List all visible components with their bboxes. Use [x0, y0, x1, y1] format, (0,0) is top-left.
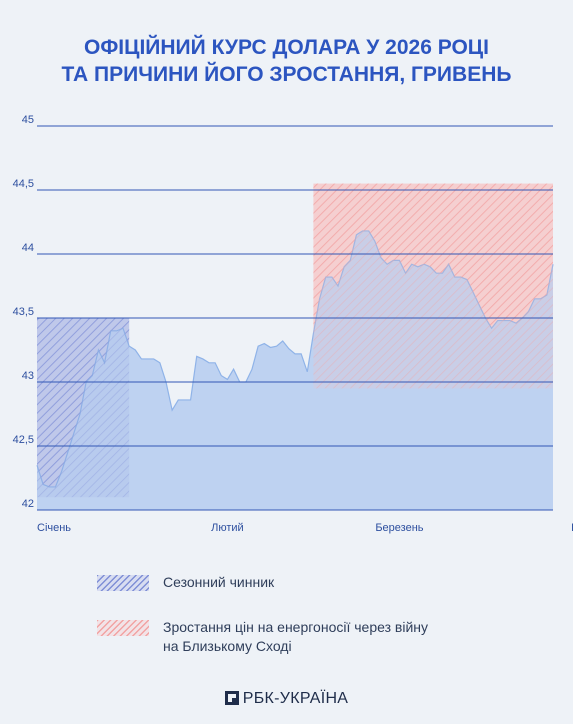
chart-title-line-2: ТА ПРИЧИНИ ЙОГО ЗРОСТАННЯ, ГРИВЕНЬ	[61, 63, 512, 86]
x-tick-label: Лютий	[211, 522, 244, 534]
chart-title-line-1: ОФІЦІЙНИЙ КУРС ДОЛАРА У 2026 РОЦІ	[84, 36, 489, 59]
y-tick-label: 44,5	[13, 178, 34, 190]
y-tick-label: 43,5	[13, 306, 34, 318]
x-tick-label: Квітень	[571, 522, 573, 534]
rbc-ukraine-logo: РБК-УКРАЇНА	[0, 690, 573, 708]
x-tick-label: Січень	[37, 522, 71, 534]
x-tick-label: Березень	[375, 522, 423, 534]
y-tick-label: 45	[22, 114, 34, 126]
seasonal-hatch-swatch	[97, 575, 149, 591]
legend-label-energy-line-1: Зростання цін на енергоносії через війну	[163, 619, 428, 635]
legend-label-seasonal: Сезонний чинник	[163, 574, 275, 590]
y-tick-label: 44	[22, 242, 34, 254]
exchange-rate-chart: 42 42,5 43 43,5 44 44,5 45 Січень Лютий Березень…	[13, 114, 573, 534]
legend-label-energy-line-2: на Близькому Сході	[163, 638, 292, 654]
energy-hatch-swatch	[97, 620, 149, 636]
highlight-overlay-0	[37, 318, 130, 498]
y-tick-label: 42	[22, 498, 34, 510]
legend-label-energy: Зростання цін на енергоносії через війну…	[163, 618, 428, 656]
y-tick-label: 43	[22, 370, 34, 382]
chart-title: ОФІЦІЙНИЙ КУРС ДОЛАРА У 2026 РОЦІ ТА ПРИ…	[0, 34, 573, 88]
highlight-overlay-1	[313, 183, 553, 389]
logo-text: РБК-УКРАЇНА	[242, 690, 349, 707]
rbc-logo-icon	[224, 691, 239, 705]
y-tick-label: 42,5	[13, 434, 34, 446]
